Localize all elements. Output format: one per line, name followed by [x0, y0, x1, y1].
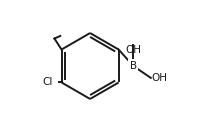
Text: Cl: Cl: [42, 77, 53, 88]
Text: B: B: [130, 61, 137, 71]
Text: OH: OH: [125, 45, 141, 55]
Text: OH: OH: [151, 73, 167, 83]
